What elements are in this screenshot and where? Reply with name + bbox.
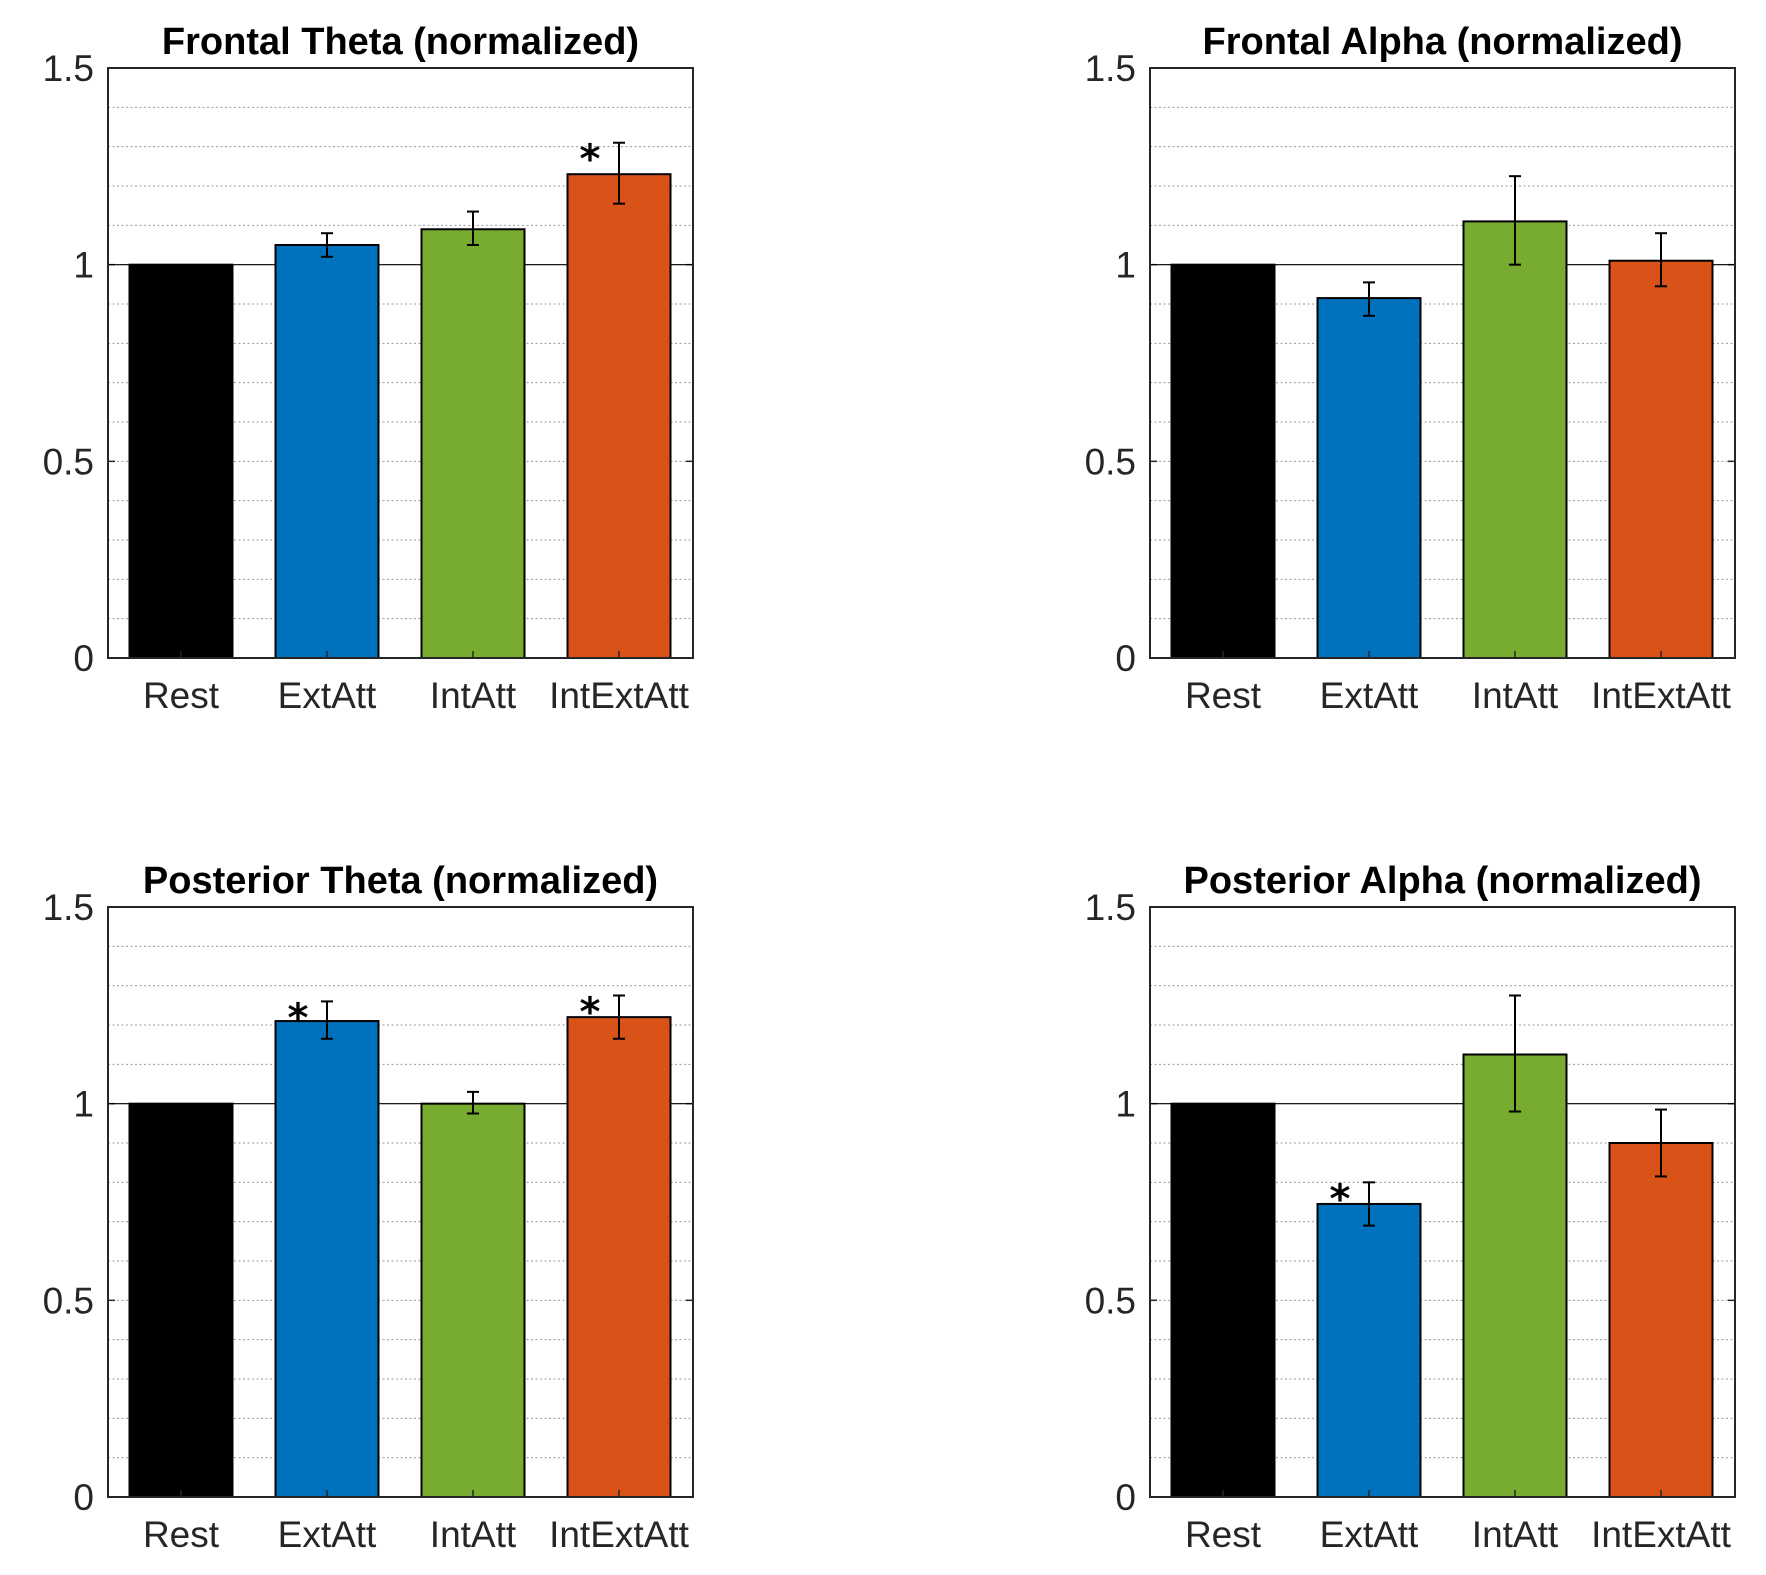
x-tick-label: IntExtAtt <box>1591 1514 1732 1555</box>
y-tick-label: 0.5 <box>43 441 94 482</box>
chart-title: Posterior Theta (normalized) <box>143 860 658 902</box>
bar-extatt <box>1316 1202 1422 1498</box>
x-tick-label: IntAtt <box>430 675 517 716</box>
bar-intextatt <box>1608 1142 1714 1498</box>
x-tick-label: ExtAtt <box>1320 1514 1419 1555</box>
bar-extatt <box>274 1020 380 1498</box>
bar-intatt <box>420 1102 526 1498</box>
y-tick-label: 1 <box>73 245 94 286</box>
bar-rest <box>1170 263 1276 659</box>
axes-box <box>107 906 694 1498</box>
y-tick-label: 1.5 <box>43 48 94 89</box>
axes-box <box>1149 67 1736 659</box>
axes-box <box>1149 906 1736 1498</box>
y-tick-label: 1.5 <box>43 887 94 928</box>
bar-intextatt <box>1608 259 1714 659</box>
chart-title: Posterior Alpha (normalized) <box>1184 860 1702 902</box>
x-tick-label: IntExtAtt <box>549 675 690 716</box>
x-tick-label: IntExtAtt <box>549 1514 690 1555</box>
x-tick-label: IntAtt <box>1472 1514 1559 1555</box>
x-tick-label: Rest <box>143 675 220 716</box>
x-tick-label: Rest <box>143 1514 220 1555</box>
x-tick-label: ExtAtt <box>1320 675 1419 716</box>
bar-rest <box>128 263 234 659</box>
x-tick-label: Rest <box>1185 1514 1262 1555</box>
x-tick-label: IntAtt <box>1472 675 1559 716</box>
significance-marker: * <box>288 995 309 1041</box>
chart-panel-1: 0 0.5 1 1.5 Rest ExtAtt IntAtt * IntExtAtt Fronta… <box>43 21 694 716</box>
bar-intatt <box>1462 220 1568 659</box>
chart-panel-2: 0 0.5 1 1.5 Rest ExtAtt IntAtt IntExtAtt Frontal… <box>1085 21 1736 716</box>
significance-marker: * <box>580 990 601 1036</box>
bar-intatt <box>1462 1053 1568 1498</box>
y-tick-label: 0 <box>73 1477 94 1518</box>
y-tick-label: 1 <box>1115 245 1136 286</box>
y-tick-label: 0 <box>1115 638 1136 679</box>
axes-box <box>107 67 694 659</box>
y-tick-label: 0 <box>73 638 94 679</box>
bar-intextatt <box>566 1016 672 1499</box>
chart-title: Frontal Theta (normalized) <box>162 21 639 63</box>
y-tick-label: 0.5 <box>43 1280 94 1321</box>
y-tick-label: 1 <box>1115 1084 1136 1125</box>
chart-panel-4: 0 0.5 1 1.5 Rest * ExtAtt IntAtt IntExtAtt Poster… <box>1085 860 1736 1555</box>
significance-marker: * <box>1330 1176 1351 1222</box>
x-tick-label: ExtAtt <box>278 1514 377 1555</box>
significance-marker: * <box>580 137 601 183</box>
x-tick-label: Rest <box>1185 675 1262 716</box>
y-tick-label: 1 <box>73 1084 94 1125</box>
y-tick-label: 0.5 <box>1085 441 1136 482</box>
bar-intatt <box>420 228 526 659</box>
bar-extatt <box>1316 297 1422 659</box>
x-tick-label: ExtAtt <box>278 675 377 716</box>
x-tick-label: IntExtAtt <box>1591 675 1732 716</box>
y-tick-label: 0.5 <box>1085 1280 1136 1321</box>
y-tick-label: 1.5 <box>1085 48 1136 89</box>
bar-rest <box>1170 1102 1276 1498</box>
y-tick-label: 0 <box>1115 1477 1136 1518</box>
bar-extatt <box>274 244 380 659</box>
bar-intextatt <box>566 173 672 659</box>
bar-rest <box>128 1102 234 1498</box>
x-tick-label: IntAtt <box>430 1514 517 1555</box>
chart-title: Frontal Alpha (normalized) <box>1203 21 1683 63</box>
y-tick-label: 1.5 <box>1085 887 1136 928</box>
chart-panel-3: 0 0.5 1 1.5 Rest * ExtAtt IntAtt * IntExtAtt Poste… <box>43 860 694 1555</box>
